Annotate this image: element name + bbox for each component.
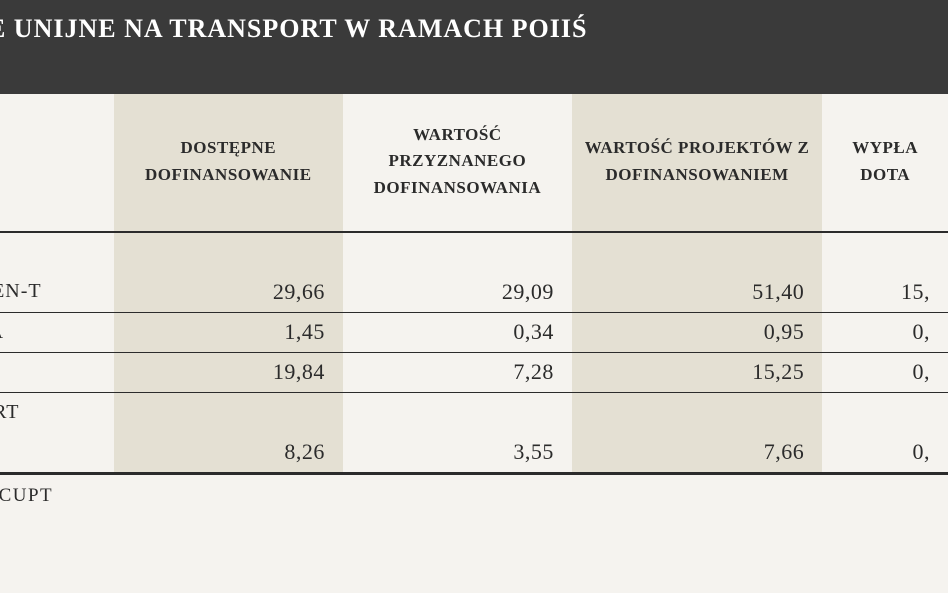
table-container: dostępne dofinansowanie wartość przyznan… [0,94,948,507]
source-line: dło: CUPT [0,473,948,507]
col-header-4: wypła dota [822,94,948,232]
col-header-0 [0,94,114,232]
table-row: ej19,847,2815,250, [0,352,948,392]
title-line2: ld zł) [0,46,948,76]
col-header-1: dostępne dofinansowanie [114,94,343,232]
cell [343,232,572,272]
row-label: eci TEN-T [0,272,114,312]
title-prefix: tacje unijne na transport w ramach [0,14,512,43]
row-label: ej [0,352,114,392]
cell: 29,09 [343,272,572,312]
cell: 51,40 [572,272,822,312]
cell: 0,34 [343,312,572,352]
cell: 15,25 [572,352,822,392]
cell [822,232,948,272]
row-label: nsport [0,392,114,432]
table-row: nsport [0,392,948,432]
header: tacje unijne na transport w ramach POIiŚ… [0,0,948,94]
table-row: gi [0,232,948,272]
row-label: niska [0,312,114,352]
row-label: gi [0,232,114,272]
col-header-3: wartość projektów z dofinansowaniem [572,94,822,232]
cell: 8,26 [114,432,343,472]
row-label: ski [0,432,114,472]
table-row: ski8,263,557,660, [0,432,948,472]
col-header-2: wartość przyznanego dofinansowania [343,94,572,232]
cell: 3,55 [343,432,572,472]
cell: 7,28 [343,352,572,392]
cell: 0, [822,352,948,392]
cell [343,392,572,432]
cell [114,232,343,272]
cell [114,392,343,432]
data-table: dostępne dofinansowanie wartość przyznan… [0,94,948,473]
cell: 1,45 [114,312,343,352]
title-line1: tacje unijne na transport w ramach POIiŚ [0,14,948,44]
cell: 0, [822,312,948,352]
title-bold: POIiŚ [512,14,588,43]
cell: 0, [822,432,948,472]
cell [572,392,822,432]
cell: 19,84 [114,352,343,392]
cell [822,392,948,432]
source-value: CUPT [0,485,53,506]
cell: 0,95 [572,312,822,352]
cell: 15, [822,272,948,312]
table-row: eci TEN-T29,6629,0951,4015, [0,272,948,312]
cell: 7,66 [572,432,822,472]
cell: 29,66 [114,272,343,312]
table-row: niska1,450,340,950, [0,312,948,352]
table-header-row: dostępne dofinansowanie wartość przyznan… [0,94,948,232]
cell [572,232,822,272]
